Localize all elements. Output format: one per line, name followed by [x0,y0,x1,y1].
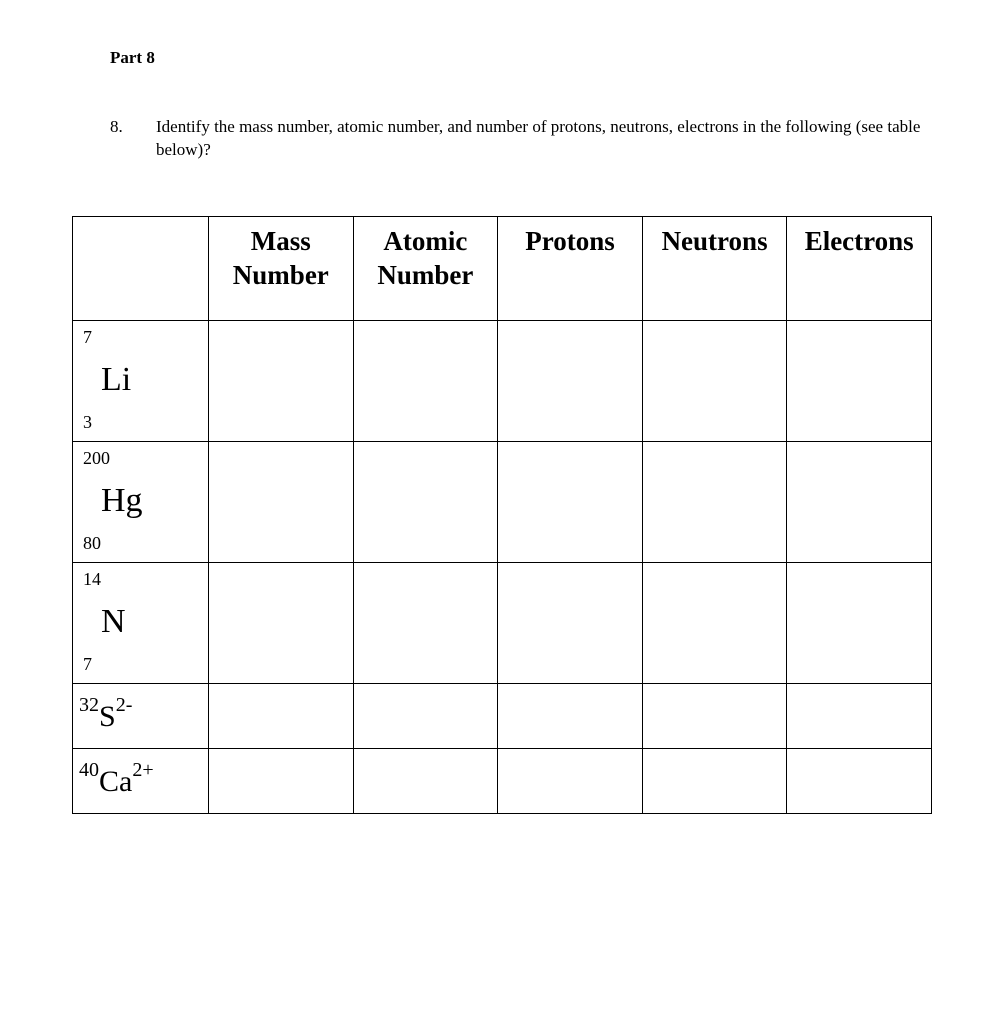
cell-neutrons [642,442,787,563]
cell-atomic [353,321,498,442]
element-symbol: Hg [101,482,143,520]
cell-mass [209,684,354,749]
cell-mass [209,563,354,684]
mass-superscript: 32 [79,694,99,716]
cell-atomic [353,442,498,563]
col-header-protons: Protons [498,216,643,321]
table-row: 40Ca2+ [73,749,932,814]
cell-mass [209,321,354,442]
ion-notation: 40Ca2+ [73,749,208,813]
mass-superscript: 40 [79,759,99,781]
mass-number: 14 [83,569,101,590]
table-row: 32S2- [73,684,932,749]
element-symbol: N [101,603,126,641]
question-number: 8. [110,116,156,162]
page: Part 8 8. Identify the mass number, atom… [0,0,1004,1024]
cell-electrons [787,442,932,563]
cell-protons [498,563,643,684]
col-header-blank [73,216,209,321]
cell-neutrons [642,749,787,814]
atomic-number: 3 [83,412,92,433]
cell-protons [498,684,643,749]
cell-mass [209,749,354,814]
cell-electrons [787,749,932,814]
atomic-number: 7 [83,654,92,675]
cell-electrons [787,684,932,749]
cell-mass [209,442,354,563]
cell-neutrons [642,321,787,442]
part-title: Part 8 [110,48,932,68]
table-row: 200 Hg 80 [73,442,932,563]
question: 8. Identify the mass number, atomic numb… [110,116,932,162]
element-cell: 14 N 7 [73,563,209,684]
ion-notation: 32S2- [73,684,208,748]
cell-atomic [353,749,498,814]
element-symbol: S [99,700,116,733]
isotope-notation: 7 Li 3 [73,321,208,441]
table-row: 7 Li 3 [73,321,932,442]
cell-neutrons [642,563,787,684]
ion-cell: 40Ca2+ [73,749,209,814]
isotope-notation: 14 N 7 [73,563,208,683]
element-cell: 200 Hg 80 [73,442,209,563]
isotope-table: Mass Number Atomic Number Protons Neutro… [72,216,932,815]
cell-atomic [353,684,498,749]
question-text: Identify the mass number, atomic number,… [156,116,932,162]
col-header-atomic: Atomic Number [353,216,498,321]
cell-protons [498,321,643,442]
mass-number: 200 [83,448,110,469]
charge-superscript: 2+ [132,759,153,781]
cell-protons [498,442,643,563]
cell-electrons [787,563,932,684]
cell-electrons [787,321,932,442]
mass-number: 7 [83,327,92,348]
element-symbol: Ca [99,765,132,798]
col-header-neutrons: Neutrons [642,216,787,321]
table-row: 14 N 7 [73,563,932,684]
charge-superscript: 2- [116,694,133,716]
cell-atomic [353,563,498,684]
element-cell: 7 Li 3 [73,321,209,442]
cell-neutrons [642,684,787,749]
isotope-notation: 200 Hg 80 [73,442,208,562]
element-symbol: Li [101,361,131,399]
atomic-number: 80 [83,533,101,554]
col-header-electrons: Electrons [787,216,932,321]
cell-protons [498,749,643,814]
col-header-mass: Mass Number [209,216,354,321]
ion-cell: 32S2- [73,684,209,749]
table-header-row: Mass Number Atomic Number Protons Neutro… [73,216,932,321]
